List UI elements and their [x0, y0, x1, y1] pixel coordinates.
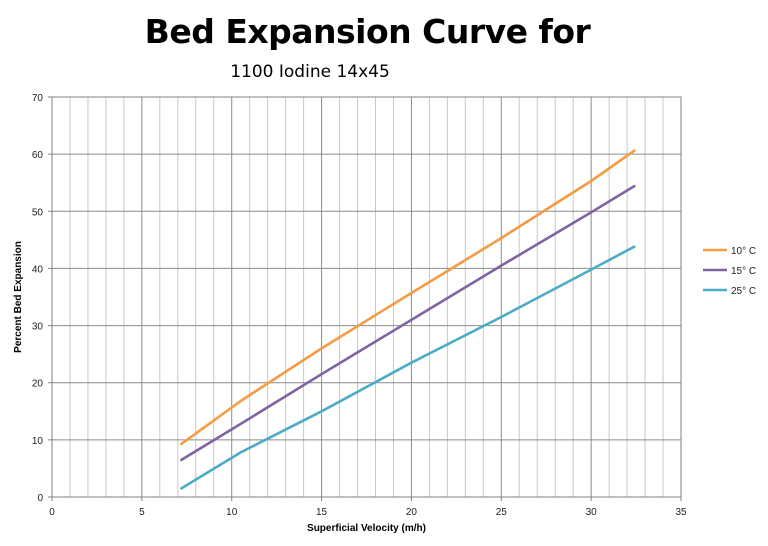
- x-axis-label: Superficial Velocity (m/h): [307, 523, 426, 534]
- x-tick-label: 20: [406, 507, 418, 518]
- grid-lines: [51, 96, 682, 498]
- y-tick-label: 60: [32, 150, 44, 161]
- chart-subtitle: 1100 Iodine 14x45: [230, 62, 390, 82]
- chart-title: Bed Expansion Curve for: [144, 12, 591, 51]
- x-tick-label: 10: [226, 507, 238, 518]
- x-tick-label: 15: [316, 507, 328, 518]
- y-tick-label: 10: [32, 436, 44, 447]
- series-line-2: [180, 184, 636, 462]
- x-tick-label: 0: [49, 507, 55, 518]
- x-tick-label: 30: [586, 507, 598, 518]
- x-tick-label: 35: [675, 507, 687, 518]
- y-tick-label: 30: [32, 322, 44, 333]
- x-tick-label: 25: [496, 507, 508, 518]
- y-tick-label: 70: [32, 93, 44, 104]
- series-line-3: [180, 245, 636, 490]
- tick-labels: 0 5 10 15 20 25 30 35 0 10 20 30 40 50 60 70: [32, 93, 687, 518]
- legend-label-3: 25° C: [731, 286, 756, 297]
- y-tick-label: 50: [32, 207, 44, 218]
- y-tick-label: 40: [32, 264, 44, 275]
- y-axis-label: Percent Bed Expansion: [13, 241, 24, 353]
- x-tick-label: 5: [139, 507, 145, 518]
- legend-label-1: 10° C: [731, 246, 756, 257]
- plot-area-frame: [51, 96, 682, 498]
- y-tick-label: 0: [37, 493, 43, 504]
- series-lines: [180, 149, 636, 490]
- series-line-1: [180, 149, 636, 446]
- legend: 10° C 15° C 25° C: [703, 246, 756, 297]
- y-tick-label: 20: [32, 379, 44, 390]
- legend-label-2: 15° C: [731, 266, 756, 277]
